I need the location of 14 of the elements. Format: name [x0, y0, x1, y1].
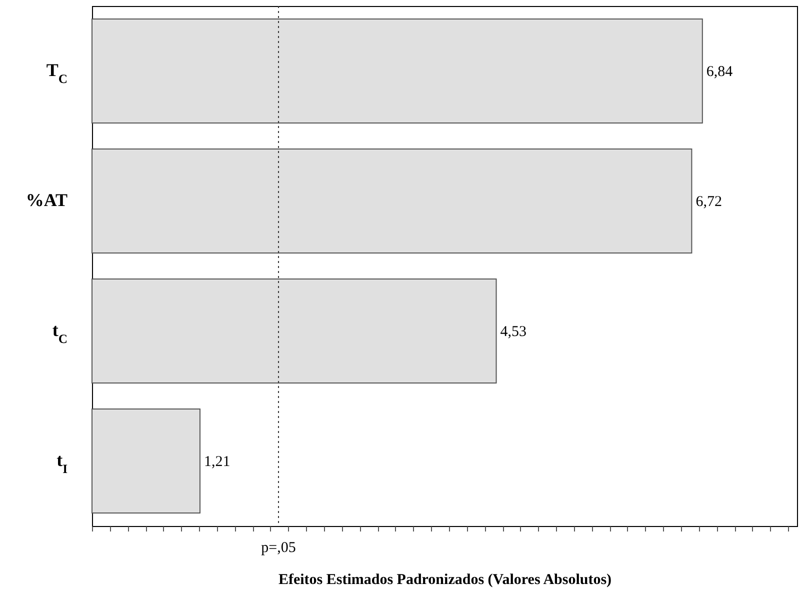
data-label: 6,72	[696, 194, 722, 210]
bar	[92, 148, 692, 254]
bar	[92, 408, 200, 514]
data-label: 6,84	[706, 64, 734, 80]
data-label: 4,53	[500, 324, 527, 340]
y-tick-label: %AT	[26, 190, 68, 210]
ref-line-label: p=,05	[261, 540, 296, 556]
y-tick-label: t$_{C}$	[52, 320, 68, 346]
y-tick-label: T$_{C}$	[46, 60, 68, 86]
data-label: 1,21	[204, 454, 230, 470]
bar	[92, 278, 497, 384]
y-tick-label: t$_{I}$	[56, 450, 68, 476]
bar	[92, 18, 703, 124]
x-axis-title: Efeitos Estimados Padronizados (Valores Absolutos)	[278, 572, 612, 588]
